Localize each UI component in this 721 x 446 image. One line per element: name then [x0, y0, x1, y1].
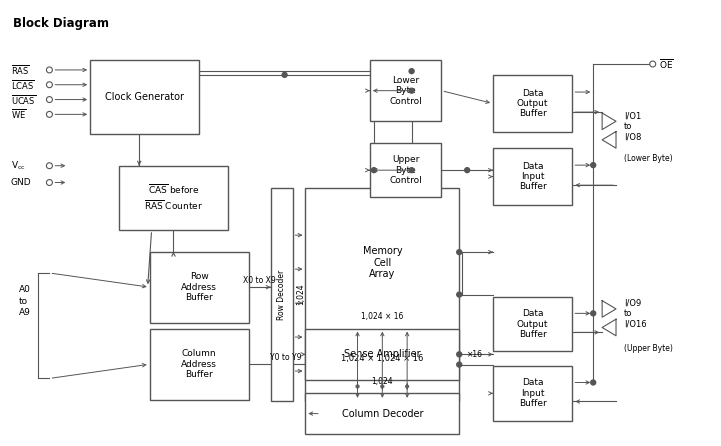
Circle shape — [650, 61, 655, 67]
Circle shape — [409, 69, 414, 74]
Text: $\overline{\rm CAS}$ before: $\overline{\rm CAS}$ before — [148, 182, 199, 196]
Bar — [306, 329, 459, 380]
Text: Data
Input
Buffer: Data Input Buffer — [519, 379, 547, 408]
Circle shape — [590, 311, 596, 316]
Text: Data
Output
Buffer: Data Output Buffer — [517, 89, 549, 118]
Circle shape — [456, 292, 461, 297]
Text: Upper
Byte
Control: Upper Byte Control — [389, 155, 422, 185]
Bar — [119, 166, 228, 230]
Circle shape — [46, 180, 53, 186]
Text: to: to — [19, 297, 28, 306]
Text: 1,024 × 16: 1,024 × 16 — [361, 312, 404, 321]
Circle shape — [456, 250, 461, 255]
Bar — [270, 189, 293, 401]
Text: 1,024: 1,024 — [296, 284, 305, 306]
Circle shape — [456, 352, 461, 357]
Circle shape — [46, 112, 53, 117]
Text: GND: GND — [11, 178, 31, 187]
Circle shape — [282, 72, 287, 77]
Circle shape — [371, 168, 376, 173]
Text: $\overline{\rm RAS}$ Counter: $\overline{\rm RAS}$ Counter — [144, 198, 203, 212]
Text: Data
Input
Buffer: Data Input Buffer — [519, 162, 547, 191]
Bar — [370, 60, 441, 121]
Circle shape — [590, 380, 596, 385]
Text: ×16: ×16 — [467, 350, 483, 359]
Text: 1,024: 1,024 — [371, 376, 393, 385]
Bar — [493, 75, 572, 132]
Text: I/O1
to
I/O8: I/O1 to I/O8 — [624, 112, 641, 141]
Text: Y0 to Y9: Y0 to Y9 — [270, 353, 301, 362]
Text: (Lower Byte): (Lower Byte) — [624, 154, 673, 163]
Text: Row
Address
Buffer: Row Address Buffer — [181, 273, 217, 302]
Bar — [306, 393, 459, 434]
Bar — [306, 189, 459, 401]
Text: Data
Output
Buffer: Data Output Buffer — [517, 310, 549, 339]
Text: $\overline{\rm WE}$: $\overline{\rm WE}$ — [11, 107, 26, 121]
Bar — [370, 143, 441, 197]
Bar — [493, 148, 572, 205]
Text: $\overline{\rm LCAS}$: $\overline{\rm LCAS}$ — [11, 78, 35, 92]
Text: (Upper Byte): (Upper Byte) — [624, 344, 673, 353]
Bar — [150, 252, 249, 323]
Circle shape — [456, 362, 461, 367]
Text: Clock Generator: Clock Generator — [105, 92, 184, 102]
Bar — [493, 366, 572, 421]
Text: Column Decoder: Column Decoder — [342, 409, 423, 419]
Text: $\overline{\rm RAS}$: $\overline{\rm RAS}$ — [11, 63, 30, 77]
Text: Row Decoder: Row Decoder — [277, 269, 286, 320]
Text: $\overline{\rm UCAS}$: $\overline{\rm UCAS}$ — [11, 93, 36, 107]
Text: 1,024 × 1,024 × 16: 1,024 × 1,024 × 16 — [341, 354, 423, 363]
Circle shape — [46, 67, 53, 73]
Circle shape — [46, 163, 53, 169]
Bar — [493, 297, 572, 351]
Text: Block Diagram: Block Diagram — [13, 17, 109, 29]
Circle shape — [46, 82, 53, 88]
Text: Lower
Byte
Control: Lower Byte Control — [389, 76, 422, 106]
Bar — [150, 329, 249, 400]
Bar — [90, 60, 199, 134]
Circle shape — [409, 88, 414, 93]
Text: A0: A0 — [19, 285, 30, 293]
Text: $\overline{\rm OE}$: $\overline{\rm OE}$ — [659, 57, 673, 71]
Text: X0 to X9: X0 to X9 — [244, 276, 276, 285]
Circle shape — [46, 97, 53, 103]
Text: Column
Address
Buffer: Column Address Buffer — [181, 349, 217, 379]
Circle shape — [465, 168, 469, 173]
Text: Memory
Cell
Array: Memory Cell Array — [363, 246, 402, 279]
Text: $\rm V_{cc}$: $\rm V_{cc}$ — [11, 160, 25, 172]
Circle shape — [590, 163, 596, 168]
Circle shape — [409, 168, 414, 173]
Text: I/O9
to
I/O16: I/O9 to I/O16 — [624, 299, 647, 329]
Text: Sense Amplifier: Sense Amplifier — [344, 349, 420, 359]
Text: A9: A9 — [19, 308, 30, 318]
